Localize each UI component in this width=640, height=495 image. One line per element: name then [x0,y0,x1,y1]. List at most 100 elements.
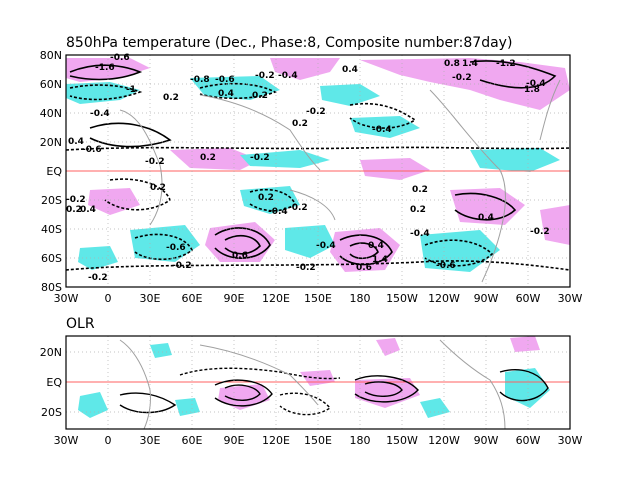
lon-tick: 150W [386,434,418,447]
contour-label: -0.4 [268,207,288,217]
negative-shade [175,398,200,416]
lat-tick: 80N [40,49,62,62]
contour-label: 0.6 [356,263,372,273]
contour-label: -0.2 [306,107,326,117]
temperature-map-panel: -1.6 -1 -0.6 -0.8 -0.6 -0.2 -0.4 0.2 0.4… [65,53,571,288]
lat-tick: 40N [40,107,62,120]
negative-shade [350,116,420,138]
negative-shade [470,148,560,172]
bottom-lon-axis: 30W 0 30E 60E 90E 120E 150E 180 150W 120… [54,434,583,447]
lat-tick: 20S [41,406,62,419]
olr-panel-label: OLR [66,316,95,332]
bottom-map-frame [65,335,571,430]
contour-label: -0.4 [410,229,430,239]
contour-label: 0.4 [68,137,84,147]
contour-label: 0.4 [342,65,358,75]
positive-shade [360,58,570,110]
top-panel-title: 850hPa temperature (Dec., Phase:8, Compo… [66,35,512,51]
contour-line [424,239,494,267]
contour-label: -0.4 [90,109,110,119]
positive-shade [270,58,340,80]
lon-tick: 30E [140,292,161,305]
lon-tick: 90W [474,434,499,447]
lon-tick: 60W [516,434,541,447]
contour-label: 1.4 [462,59,478,69]
lat-tick: 80S [41,281,62,294]
contour-line [224,234,261,255]
contour-line [69,64,143,81]
lon-tick: 90W [474,292,499,305]
coastline [439,339,506,430]
contour-label: -0.4 [372,125,392,135]
contour-line [249,188,296,212]
contour-label: -0.2 [250,153,270,163]
contour-labels: -1.6 -1 -0.6 -0.8 -0.6 -0.2 -0.4 0.2 0.4… [66,53,550,283]
coastline [199,344,319,406]
contour-label: 0.8 [444,59,460,69]
bottom-lat-axis: 20N EQ 20S [40,346,63,419]
lat-tick: 20N [40,346,62,359]
lon-tick: 0 [105,292,112,305]
lon-tick: 90E [224,434,245,447]
lon-tick: 60E [182,292,203,305]
contour-label: -1.2 [496,59,516,69]
contour-label: -0.2 [452,73,472,83]
contour-line [354,375,419,403]
contour-label: 0.2 [292,119,308,129]
olr-map-panel [65,335,571,430]
top-map-frame [65,54,571,288]
lon-tick: 30W [558,434,583,447]
contour-line [339,234,393,266]
top-grid [66,55,570,287]
contour-label: 0.2 [412,185,428,195]
negative-shade [78,392,108,418]
contour-label: -0.6 [436,261,456,271]
contour-label: -0.6 [215,75,235,85]
contour-label: -0.6 [110,53,130,63]
contour-line [65,146,571,151]
lat-tick: EQ [46,165,62,178]
contour-label: -0.2 [66,195,86,205]
negative-shade [285,225,335,258]
contour-label: 1.8 [524,85,540,95]
lon-tick: 150W [386,292,418,305]
contour-label: 0.4 [478,213,494,223]
contour-label: -1.6 [95,63,115,73]
contour-line [214,227,271,259]
contour-label: 0.2 [410,205,426,215]
coastline [539,79,561,141]
coastlines [119,79,561,283]
coastline [289,189,336,221]
contour-label: 0.2 [200,153,216,163]
contour-line [89,122,172,148]
lat-tick: 20N [40,136,62,149]
lon-tick: 150E [304,434,332,447]
contour-label: -0.2 [296,263,316,273]
lon-tick: 60W [516,292,541,305]
lon-tick: 120E [262,434,290,447]
contour-label: -0.6 [82,145,102,155]
negative-shade [190,76,280,100]
olr-coastlines [119,339,506,430]
contour-label: 0.2 [252,91,268,101]
contour-line [364,381,403,397]
lon-tick: 180 [350,292,371,305]
contour-line [179,367,341,380]
contour-label: -0.2 [288,203,308,213]
positive-shade [360,158,430,180]
olr-contours [119,367,549,416]
contour-label: -0.4 [278,71,298,81]
lon-tick: 30W [54,292,79,305]
contour-label: 0.4 [368,241,384,251]
lat-tick: 60N [40,78,62,91]
positive-shade [170,148,260,170]
contour-label: -0.2 [172,261,192,271]
contour-label: 0.2 [150,183,166,193]
negative-shade [130,225,200,262]
lon-tick: 30W [54,434,79,447]
positive-shade [66,58,150,82]
lon-tick: 150E [304,292,332,305]
lat-tick: EQ [46,376,62,389]
contour-label: -0.6 [166,243,186,253]
contour-label: 0.2 [66,205,82,215]
